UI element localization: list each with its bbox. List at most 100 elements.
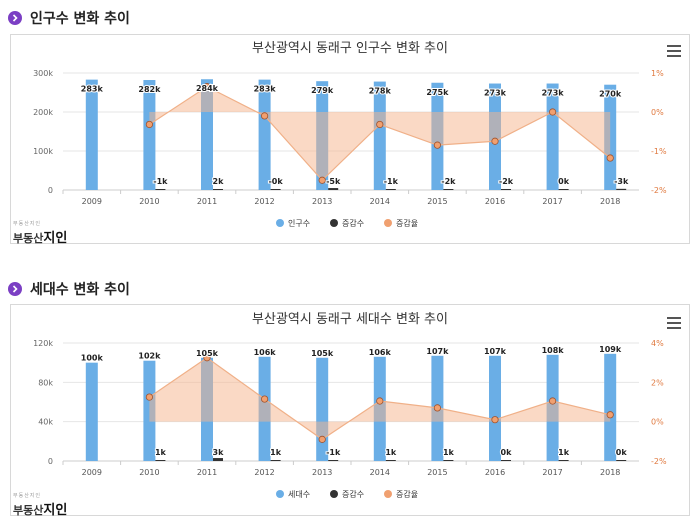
change-value-label: 0k <box>558 177 570 186</box>
change-value-label: 1k <box>270 448 282 457</box>
bar-세대수 <box>604 353 617 461</box>
rate-point <box>376 120 384 129</box>
section-heading-text: 인구수 변화 추이 <box>30 11 130 27</box>
x-tick-label: 2017 <box>542 468 562 477</box>
legend-label: 세대수 <box>288 490 310 499</box>
y-left-tick-label: 200k <box>33 108 53 117</box>
change-value-label: -1k <box>384 177 399 186</box>
bar-증감수 <box>443 460 454 461</box>
x-tick-label: 2014 <box>370 197 390 206</box>
x-tick-label: 2015 <box>427 197 447 206</box>
x-tick-label: 2016 <box>485 468 505 477</box>
change-value-label: -2k <box>499 177 514 186</box>
bar-증감수 <box>213 458 223 461</box>
y-right-tick-label: 0% <box>651 418 664 427</box>
legend-marker <box>384 490 392 498</box>
rate-point <box>548 397 557 405</box>
y-left-tick-label: 100k <box>33 147 53 156</box>
rate-point <box>203 83 211 91</box>
bar-증감수 <box>328 460 339 461</box>
x-tick-label: 2010 <box>139 468 159 477</box>
bar-증감수 <box>501 189 511 190</box>
rate-point <box>433 404 441 412</box>
y-right-tick-label: 0% <box>651 108 664 117</box>
rate-point <box>261 395 269 403</box>
change-value-label: -2k <box>441 177 456 186</box>
bar-value-label: 279k <box>311 86 334 95</box>
bar-value-label: 283k <box>254 85 277 94</box>
bar-인구수 <box>85 79 98 190</box>
chevron-right-icon <box>8 11 22 25</box>
rate-point <box>318 435 326 443</box>
population-chart-card: 부산광역시 동래구 인구수 변화 추이 0 100k 200k 300k 1% 0% -1% -… <box>10 34 690 246</box>
x-tick-label: 2012 <box>254 468 274 477</box>
legend-label: 증감수 <box>342 489 364 499</box>
x-tick-label: 2009 <box>82 468 102 477</box>
x-tick-label: 2013 <box>312 197 332 206</box>
change-value-label: 0k <box>616 448 628 457</box>
bar-value-label: 109k <box>599 345 622 354</box>
bar-증감수 <box>270 189 281 190</box>
y-left-tick-label: 40k <box>38 418 53 427</box>
bar-value-label: 275k <box>426 88 449 97</box>
bar-value-label: 282k <box>138 85 161 94</box>
legend-label: 증감율 <box>396 218 418 228</box>
brand-logo: 부동산지인 부동산지인 <box>13 493 68 518</box>
bar-증감수 <box>155 460 166 461</box>
legend-marker <box>330 219 338 227</box>
bar-value-label: 108k <box>542 346 565 355</box>
bar-value-label: 270k <box>599 90 622 99</box>
bar-증감수 <box>270 460 281 461</box>
chart-svg: 부산광역시 동래구 세대수 변화 추이 0 40k 80k 120k 4% 2% 0% -2% 2… <box>33 312 667 499</box>
change-value-label: 2k <box>213 177 225 186</box>
y-left-tick-label: 80k <box>38 378 53 387</box>
bar-인구수 <box>258 79 271 190</box>
bar-value-label: 278k <box>369 87 392 96</box>
rate-point <box>606 154 614 162</box>
rate-point <box>491 137 499 145</box>
x-tick-label: 2009 <box>82 197 102 206</box>
bar-증감수 <box>443 189 454 190</box>
change-value-label: 3k <box>213 448 225 457</box>
y-right-tick-label: -2% <box>651 186 667 195</box>
bar-증감수 <box>558 460 569 461</box>
rate-point <box>203 354 211 362</box>
rate-point <box>318 176 326 184</box>
rate-point <box>491 416 499 424</box>
change-value-label: 1k <box>558 448 570 457</box>
bar-value-label: 283k <box>81 85 104 94</box>
legend-label: 증감수 <box>342 218 364 228</box>
rate-point <box>145 393 153 401</box>
bar-value-label: 105k <box>311 349 334 358</box>
legend-marker <box>276 219 284 227</box>
bar-증감수 <box>385 189 396 190</box>
bar-인구수 <box>546 83 559 190</box>
chart-menu-button[interactable] <box>667 45 681 57</box>
y-right-tick-label: -1% <box>651 147 667 156</box>
bar-value-label: 107k <box>484 347 507 356</box>
bar-value-label: 106k <box>254 348 277 357</box>
bar-value-label: 100k <box>81 354 104 363</box>
rate-point <box>261 112 269 120</box>
bar-증감수 <box>616 460 627 461</box>
rate-point <box>145 120 153 129</box>
bar-세대수 <box>316 357 329 461</box>
rate-point <box>376 397 384 405</box>
bar-인구수 <box>373 81 386 190</box>
rate-area <box>149 86 611 181</box>
bar-value-label: 273k <box>542 89 565 98</box>
brand-logo: 부동산지인 부동산지인 <box>13 221 68 246</box>
x-tick-label: 2013 <box>312 468 332 477</box>
change-value-label: 1k <box>385 448 397 457</box>
bar-value-label: 284k <box>196 84 219 93</box>
y-right-tick-label: 2% <box>651 378 664 387</box>
x-tick-label: 2018 <box>600 197 620 206</box>
chart-menu-button[interactable] <box>667 317 681 329</box>
rate-point <box>433 141 441 149</box>
y-left-tick-label: 0 <box>48 457 53 466</box>
legend-marker <box>276 490 284 498</box>
y-right-tick-label: 4% <box>651 339 664 348</box>
x-tick-label: 2018 <box>600 468 620 477</box>
y-right-tick-label: -2% <box>651 457 667 466</box>
bar-증감수 <box>155 189 166 190</box>
